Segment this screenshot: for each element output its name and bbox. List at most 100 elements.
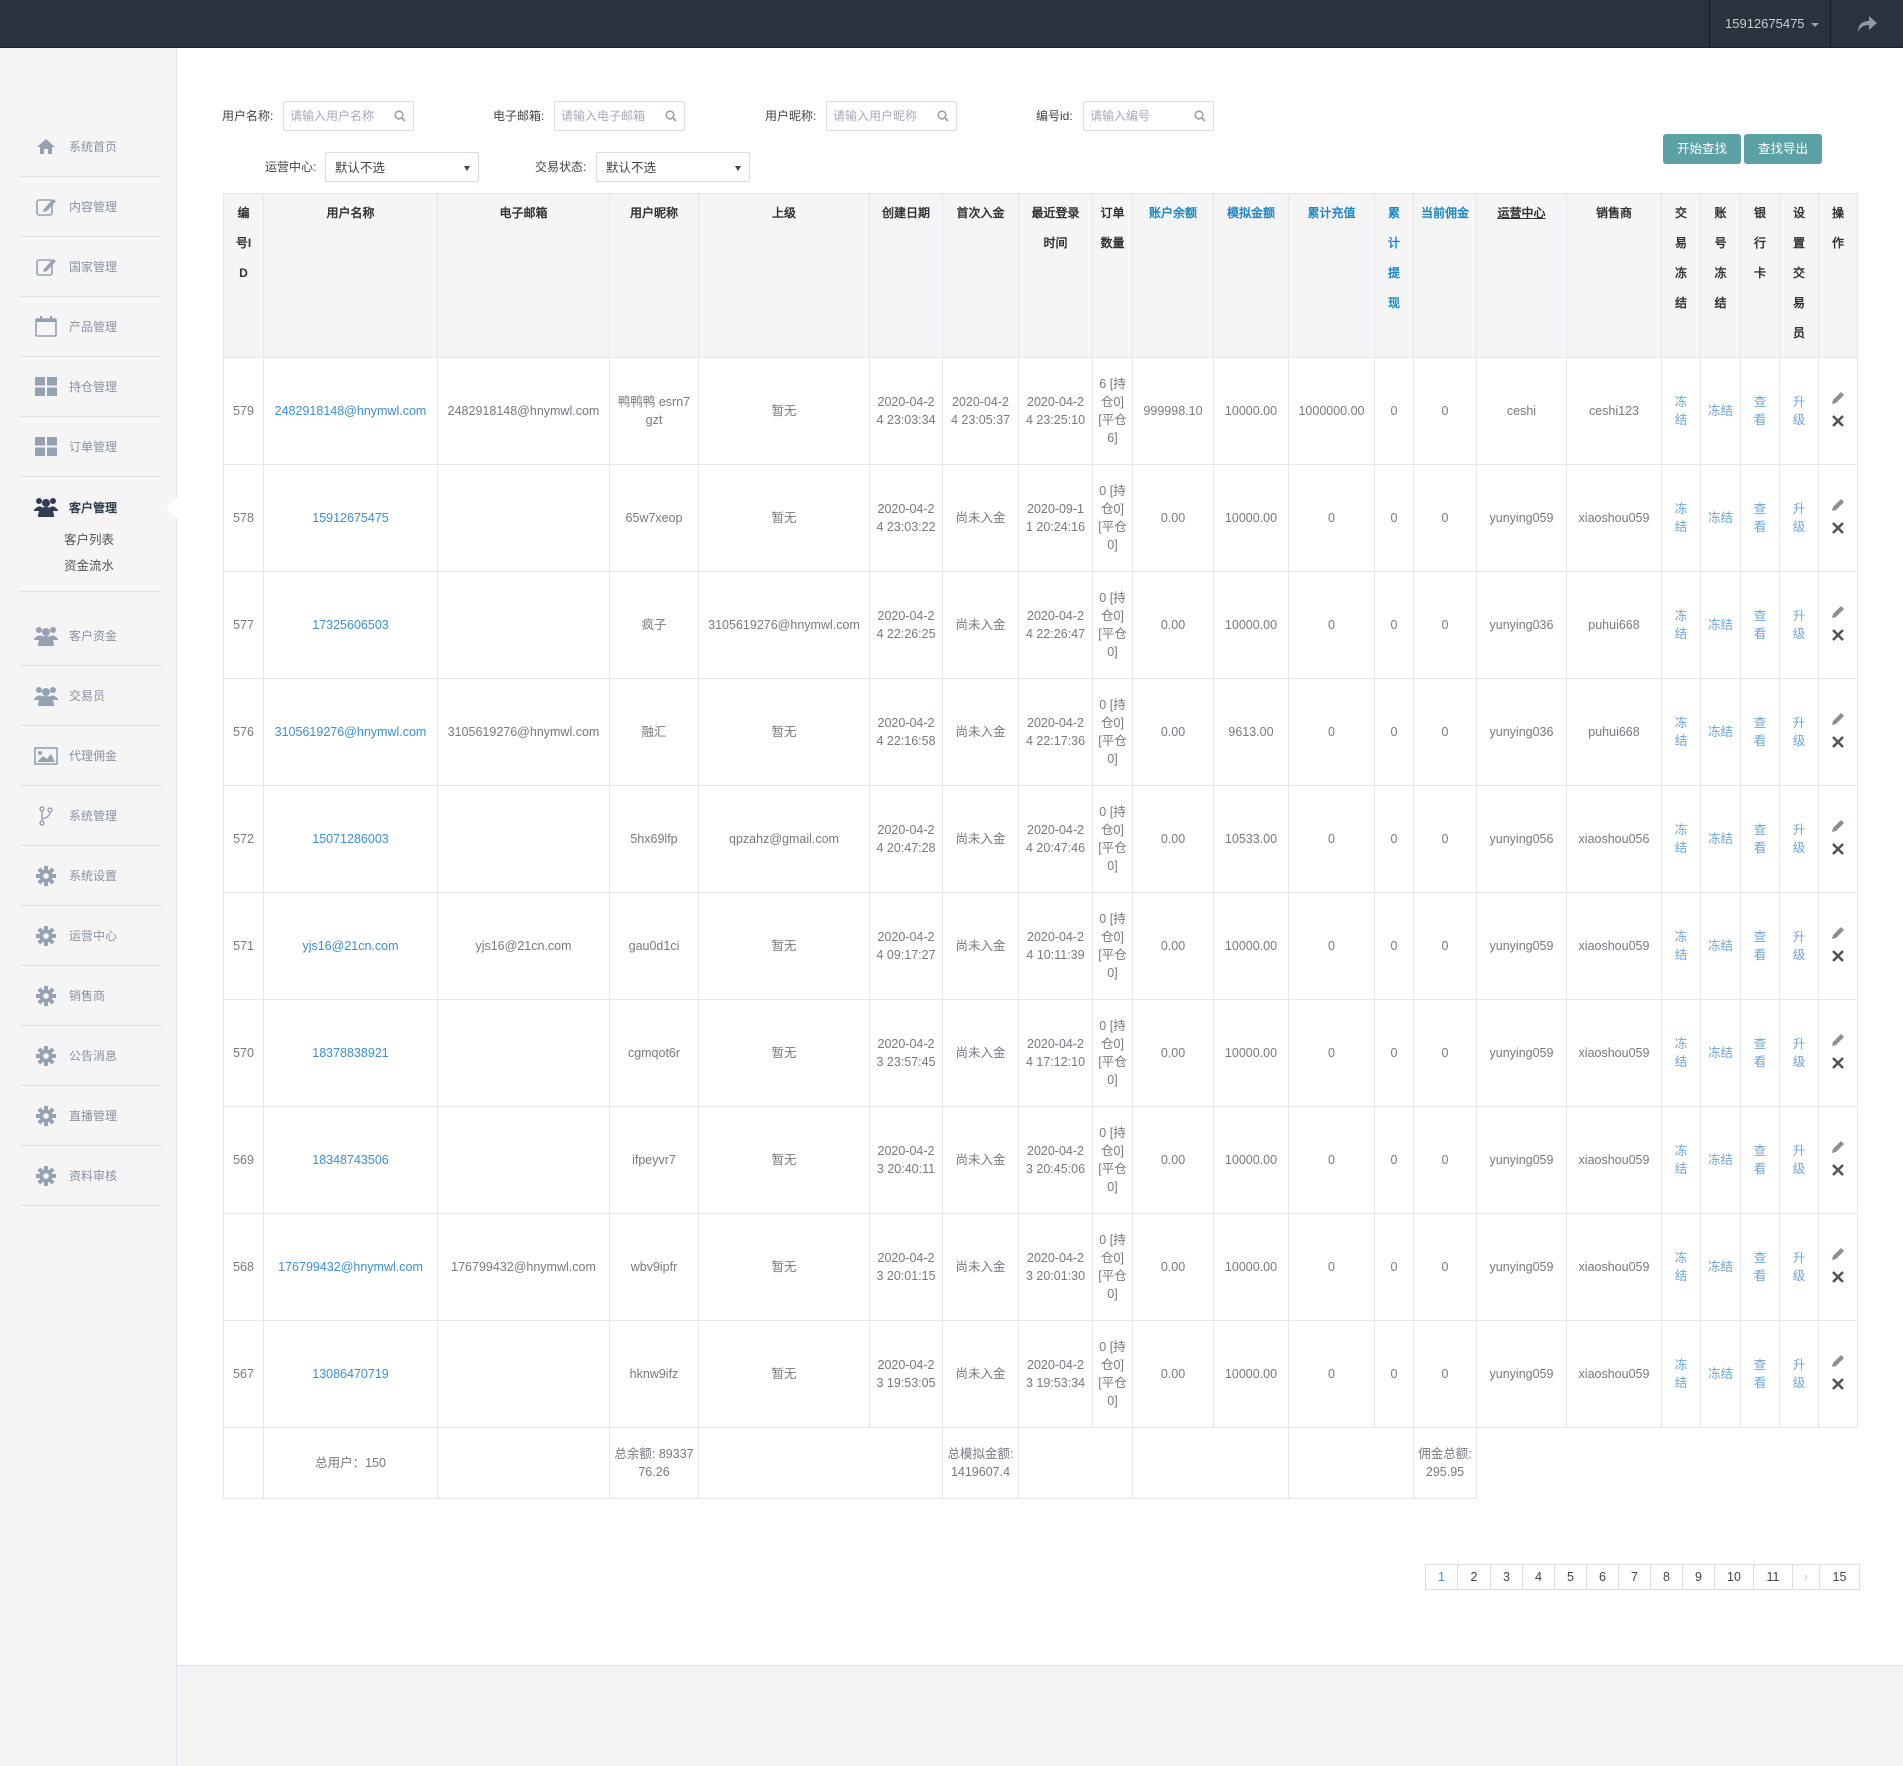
bank-card-view-link[interactable]: 查看	[1753, 1144, 1767, 1176]
search-button[interactable]: 开始查找	[1663, 134, 1741, 164]
delete-button[interactable]	[1832, 842, 1844, 860]
sidebar-item[interactable]: 代理佣金	[20, 726, 162, 786]
account-freeze-link[interactable]: 冻结	[1708, 725, 1734, 739]
delete-button[interactable]	[1832, 735, 1844, 753]
trade-freeze-link[interactable]: 冻结	[1674, 1037, 1688, 1069]
trade-freeze-link[interactable]: 冻结	[1674, 823, 1688, 855]
delete-button[interactable]	[1832, 521, 1844, 539]
account-freeze-link[interactable]: 冻结	[1708, 832, 1734, 846]
upgrade-trader-link[interactable]: 升级	[1792, 1144, 1806, 1176]
username-link[interactable]: 18378838921	[312, 1046, 389, 1060]
edit-button[interactable]	[1831, 926, 1845, 945]
edit-button[interactable]	[1831, 605, 1845, 624]
account-freeze-link[interactable]: 冻结	[1708, 404, 1734, 418]
page-button[interactable]: 9	[1683, 1565, 1715, 1589]
sidebar-item[interactable]: 国家管理	[20, 237, 162, 297]
submenu-item[interactable]: 客户列表	[64, 533, 115, 547]
username-link[interactable]: 2482918148@hnymwl.com	[274, 404, 427, 418]
username-link[interactable]: 3105619276@hnymwl.com	[274, 725, 427, 739]
column-header[interactable]: 账户余额	[1132, 193, 1214, 358]
account-freeze-link[interactable]: 冻结	[1708, 1367, 1734, 1381]
bank-card-view-link[interactable]: 查看	[1753, 1251, 1767, 1283]
username-link[interactable]: yjs16@21cn.com	[302, 939, 399, 953]
delete-button[interactable]	[1832, 1056, 1844, 1074]
id-input[interactable]: 请输入编号	[1083, 101, 1214, 131]
account-freeze-link[interactable]: 冻结	[1708, 1260, 1734, 1274]
username-link[interactable]: 17325606503	[312, 618, 389, 632]
delete-button[interactable]	[1832, 1270, 1844, 1288]
edit-button[interactable]	[1831, 819, 1845, 838]
page-button[interactable]: 8	[1651, 1565, 1683, 1589]
upgrade-trader-link[interactable]: 升级	[1792, 1358, 1806, 1390]
export-button[interactable]: 查找导出	[1744, 134, 1822, 164]
sidebar-item[interactable]: 系统首页	[20, 117, 162, 177]
trade-freeze-link[interactable]: 冻结	[1674, 1144, 1688, 1176]
delete-button[interactable]	[1832, 414, 1844, 432]
username-link[interactable]: 176799432@hnymwl.com	[278, 1260, 423, 1274]
sidebar-item[interactable]: 运营中心	[20, 906, 162, 966]
trade-freeze-link[interactable]: 冻结	[1674, 395, 1688, 427]
trade-freeze-link[interactable]: 冻结	[1674, 1251, 1688, 1283]
edit-button[interactable]	[1831, 1247, 1845, 1266]
page-button[interactable]: 7	[1619, 1565, 1651, 1589]
edit-button[interactable]	[1831, 712, 1845, 731]
upgrade-trader-link[interactable]: 升级	[1792, 1251, 1806, 1283]
sidebar-item[interactable]: 系统设置	[20, 846, 162, 906]
username-link[interactable]: 18348743506	[312, 1153, 389, 1167]
page-button[interactable]: 5	[1555, 1565, 1587, 1589]
trade-freeze-link[interactable]: 冻结	[1674, 716, 1688, 748]
sidebar-item[interactable]: 内容管理	[20, 177, 162, 237]
username-link[interactable]: 15071286003	[312, 832, 389, 846]
bank-card-view-link[interactable]: 查看	[1753, 502, 1767, 534]
submenu-item[interactable]: 资金流水	[64, 559, 115, 573]
page-button[interactable]: 10	[1715, 1565, 1754, 1589]
sidebar-item[interactable]: 客户资金	[20, 606, 162, 666]
sidebar-item[interactable]: 订单管理	[20, 417, 162, 477]
sidebar-item[interactable]: 公告消息	[20, 1026, 162, 1086]
bank-card-view-link[interactable]: 查看	[1753, 395, 1767, 427]
trade-freeze-link[interactable]: 冻结	[1674, 1358, 1688, 1390]
trade-freeze-link[interactable]: 冻结	[1674, 930, 1688, 962]
delete-button[interactable]	[1832, 628, 1844, 646]
upgrade-trader-link[interactable]: 升级	[1792, 1037, 1806, 1069]
bank-card-view-link[interactable]: 查看	[1753, 1358, 1767, 1390]
delete-button[interactable]	[1832, 1163, 1844, 1181]
column-header[interactable]: 当前佣金	[1413, 193, 1477, 358]
bank-card-view-link[interactable]: 查看	[1753, 1037, 1767, 1069]
trade-freeze-link[interactable]: 冻结	[1674, 609, 1688, 641]
column-header[interactable]: 模拟金额	[1213, 193, 1289, 358]
sidebar-item[interactable]: 交易员	[20, 666, 162, 726]
nickname-input[interactable]: 请输入用户昵称	[826, 101, 957, 131]
edit-button[interactable]	[1831, 498, 1845, 517]
edit-button[interactable]	[1831, 391, 1845, 410]
page-button[interactable]: 6	[1587, 1565, 1619, 1589]
column-header[interactable]: 累计提现	[1374, 193, 1414, 358]
upgrade-trader-link[interactable]: 升级	[1792, 502, 1806, 534]
sidebar-item[interactable]: 销售商	[20, 966, 162, 1026]
bank-card-view-link[interactable]: 查看	[1753, 930, 1767, 962]
username-link[interactable]: 13086470719	[312, 1367, 389, 1381]
next-page-button[interactable]: ›	[1793, 1565, 1820, 1589]
column-header[interactable]: 累计充值	[1288, 193, 1375, 358]
trade-freeze-link[interactable]: 冻结	[1674, 502, 1688, 534]
upgrade-trader-link[interactable]: 升级	[1792, 609, 1806, 641]
sidebar-item[interactable]: 产品管理	[20, 297, 162, 357]
bank-card-view-link[interactable]: 查看	[1753, 823, 1767, 855]
upgrade-trader-link[interactable]: 升级	[1792, 716, 1806, 748]
account-freeze-link[interactable]: 冻结	[1708, 1153, 1734, 1167]
username-input[interactable]: 请输入用户名称	[283, 101, 414, 131]
bank-card-view-link[interactable]: 查看	[1753, 609, 1767, 641]
account-freeze-link[interactable]: 冻结	[1708, 1046, 1734, 1060]
user-dropdown[interactable]: 15912675475	[1709, 0, 1831, 47]
column-header[interactable]: 运营中心	[1476, 193, 1567, 358]
email-input[interactable]: 请输入电子邮箱	[554, 101, 685, 131]
sidebar-item[interactable]: 系统管理	[20, 786, 162, 846]
delete-button[interactable]	[1832, 1377, 1844, 1395]
account-freeze-link[interactable]: 冻结	[1708, 511, 1734, 525]
page-button[interactable]: 15	[1832, 1570, 1847, 1584]
sidebar-item[interactable]: 客户管理	[20, 477, 162, 537]
upgrade-trader-link[interactable]: 升级	[1792, 395, 1806, 427]
bank-card-view-link[interactable]: 查看	[1753, 716, 1767, 748]
page-button[interactable]: 2	[1458, 1565, 1491, 1589]
center-select[interactable]: 默认不选	[325, 152, 479, 182]
